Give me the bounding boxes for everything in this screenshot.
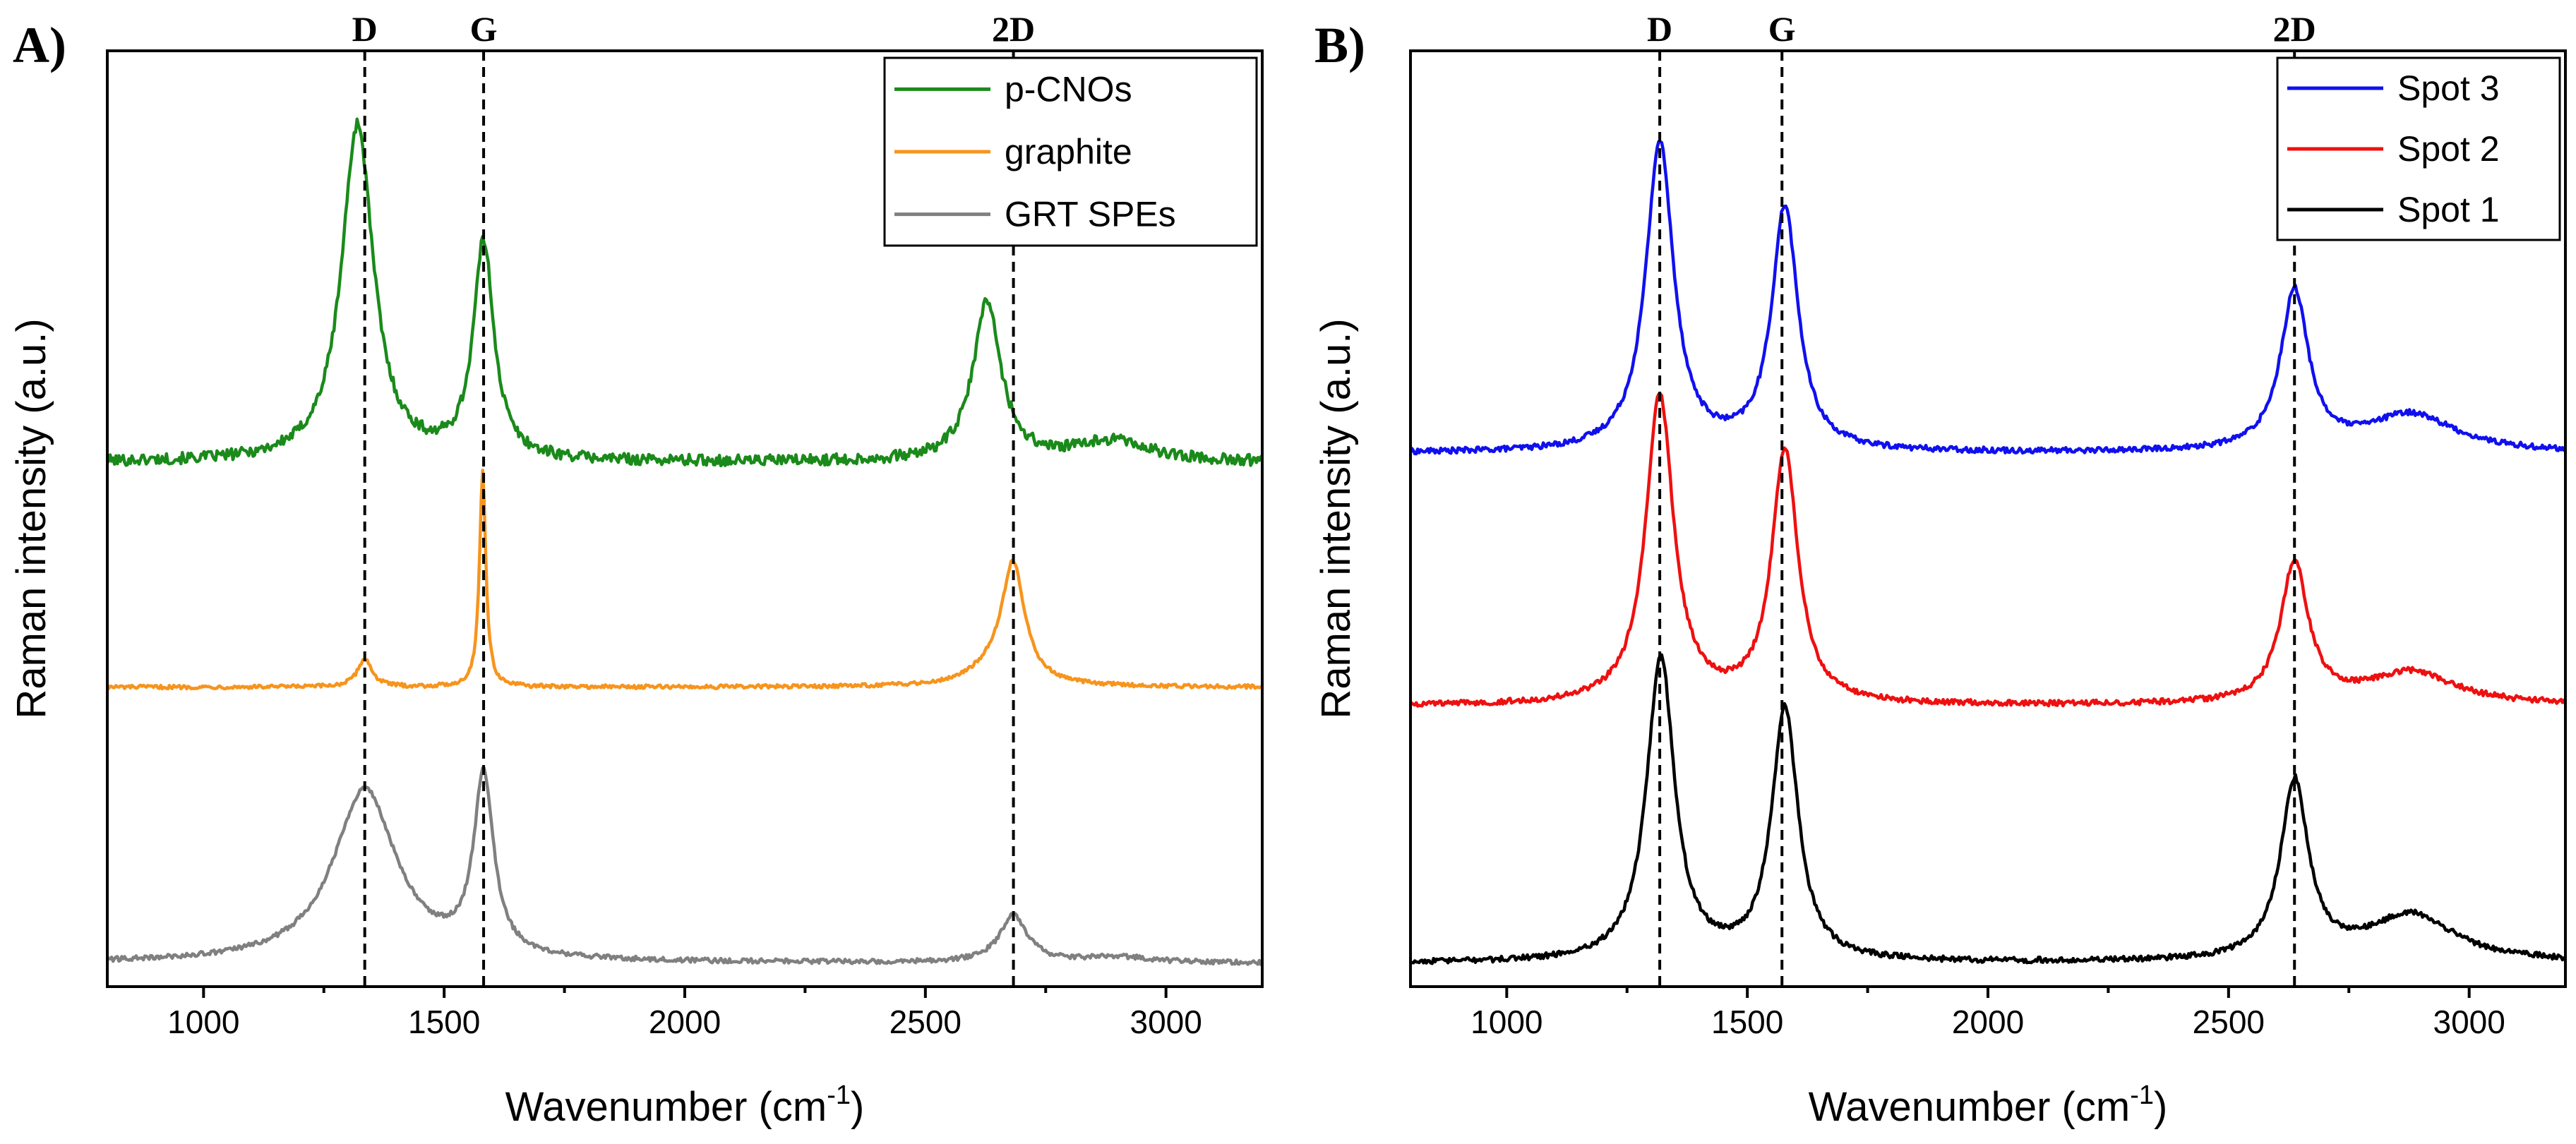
- peak-label-g: G: [1768, 9, 1796, 49]
- x-tick-label: 1500: [408, 1004, 480, 1040]
- x-tick-label: 1500: [1711, 1004, 1783, 1040]
- series-group: [1410, 140, 2565, 965]
- x-tick-label: 2000: [1952, 1004, 2024, 1040]
- legend-entry: graphite: [1005, 132, 1132, 171]
- peak-label-2d: 2D: [992, 9, 1035, 49]
- y-axis-title: Raman intensity (a.u.): [8, 318, 54, 718]
- x-tick-label: 2000: [649, 1004, 721, 1040]
- x-tick-label: 2500: [2193, 1004, 2265, 1040]
- legend: p-CNOs graphite GRT SPEs: [883, 56, 1258, 247]
- peak-label-g: G: [470, 9, 498, 49]
- x-axis-title: Wavenumber (cm-1): [1809, 1080, 2168, 1130]
- series-line-spot-2: [1410, 392, 2565, 708]
- series-group: [107, 117, 1262, 966]
- x-tick-label: 1000: [1470, 1004, 1542, 1040]
- series-line-p-cnos: [107, 117, 1262, 468]
- legend-entry: Spot 1: [2397, 190, 2500, 229]
- panel-b: B) D G 2D 1000 1500 2000 2500 3000 Wavenumber (cm…: [1313, 9, 2567, 1130]
- legend-entry: p-CNOs: [1005, 69, 1132, 109]
- series-line-spot-3: [1410, 140, 2565, 456]
- y-axis-title: Raman intensity (a.u.): [1313, 318, 1359, 718]
- peak-label-2d: 2D: [2273, 9, 2316, 49]
- legend: Spot 3 Spot 2 Spot 1: [2276, 56, 2561, 241]
- legend-entry: Spot 3: [2397, 68, 2500, 108]
- x-tick-label: 2500: [889, 1004, 961, 1040]
- legend-entry: GRT SPEs: [1005, 195, 1176, 234]
- peak-label-d: D: [1647, 9, 1672, 49]
- x-axis-title: Wavenumber (cm-1): [505, 1080, 865, 1130]
- panel-label: A): [13, 17, 66, 73]
- x-tick-label: 3000: [1130, 1004, 1202, 1040]
- panel-label: B): [1314, 17, 1365, 73]
- series-line-graphite: [107, 469, 1262, 691]
- x-tick-label: 1000: [167, 1004, 239, 1040]
- series-line-spot-1: [1410, 653, 2565, 965]
- series-line-grt-spes: [107, 766, 1262, 966]
- x-tick-label: 3000: [2433, 1004, 2505, 1040]
- peak-label-d: D: [352, 9, 378, 49]
- legend-entry: Spot 2: [2397, 129, 2500, 169]
- panel-a: A) D G 2D 1000 1500 2000 2500 3000 Wavenumber (cm…: [8, 9, 1264, 1130]
